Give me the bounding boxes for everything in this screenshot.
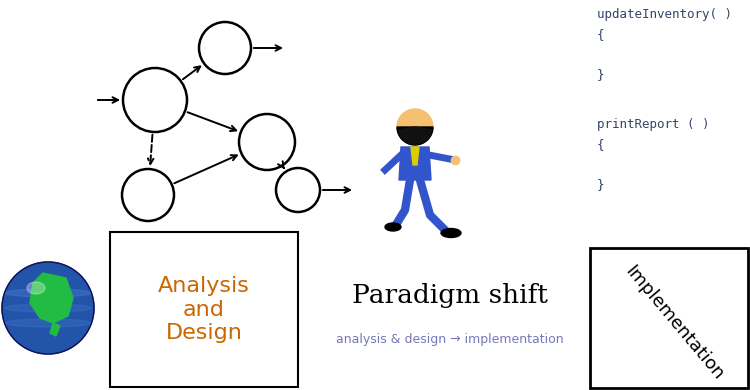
- Text: Paradigm shift: Paradigm shift: [352, 282, 548, 307]
- Wedge shape: [397, 127, 433, 145]
- Ellipse shape: [4, 304, 92, 312]
- Ellipse shape: [441, 229, 461, 238]
- Text: Implementation: Implementation: [621, 262, 727, 384]
- Bar: [110, 232, 298, 387]
- Polygon shape: [30, 273, 73, 323]
- Circle shape: [2, 262, 94, 354]
- Text: updateInventory( ): updateInventory( ): [597, 8, 732, 21]
- Text: Analysis
and
Design: Analysis and Design: [158, 276, 250, 343]
- Text: }: }: [597, 178, 604, 191]
- Text: {: {: [597, 138, 604, 151]
- Circle shape: [122, 169, 174, 221]
- Polygon shape: [50, 323, 60, 336]
- Circle shape: [239, 114, 295, 170]
- Ellipse shape: [4, 319, 92, 327]
- Bar: [590, 248, 748, 388]
- Polygon shape: [411, 147, 419, 165]
- Text: printReport ( ): printReport ( ): [597, 118, 709, 131]
- Text: }: }: [597, 68, 604, 81]
- Ellipse shape: [27, 282, 45, 294]
- Text: analysis & design → implementation: analysis & design → implementation: [336, 333, 564, 346]
- Wedge shape: [398, 127, 432, 144]
- Circle shape: [276, 168, 320, 212]
- Circle shape: [199, 22, 251, 74]
- Polygon shape: [399, 147, 431, 180]
- Ellipse shape: [385, 223, 401, 231]
- Text: {: {: [597, 28, 604, 41]
- Circle shape: [123, 68, 187, 132]
- Circle shape: [397, 109, 433, 145]
- Ellipse shape: [4, 289, 92, 297]
